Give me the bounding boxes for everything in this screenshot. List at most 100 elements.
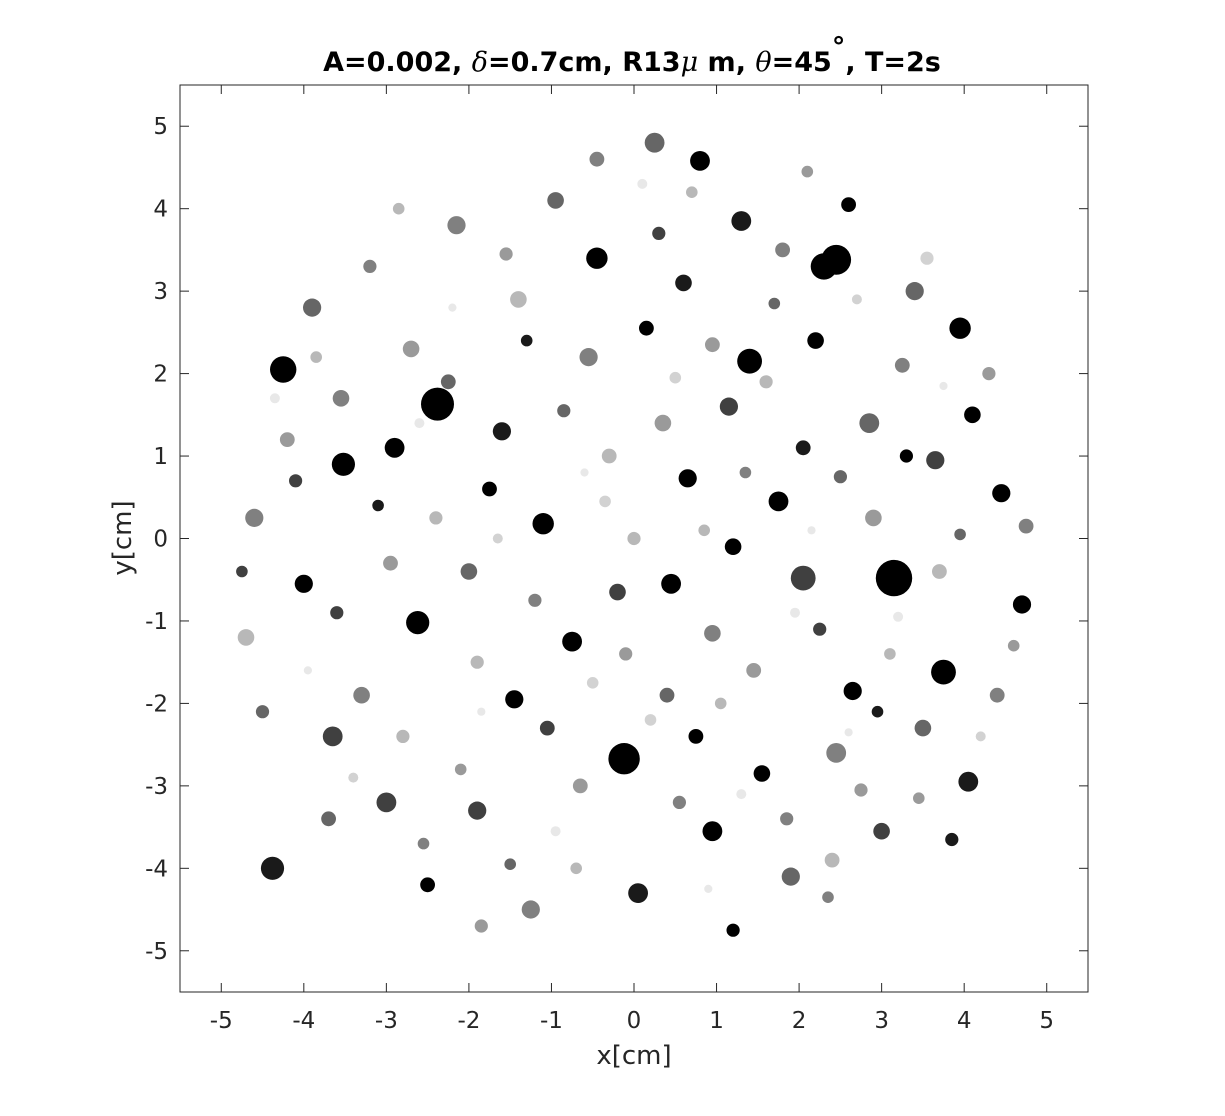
scatter-point xyxy=(245,508,264,527)
scatter-point xyxy=(859,413,880,433)
y-tick-label: -1 xyxy=(145,609,168,635)
scatter-point xyxy=(601,448,617,464)
scatter-point xyxy=(396,729,410,744)
x-tick-label: 1 xyxy=(709,1008,724,1034)
scatter-point xyxy=(474,919,488,933)
scatter-point xyxy=(854,783,868,797)
scatter-point xyxy=(348,772,359,783)
scatter-point xyxy=(608,743,640,775)
scatter-point xyxy=(675,274,692,292)
y-tick-label: 0 xyxy=(153,527,168,553)
scatter-point xyxy=(383,555,398,571)
scatter-point xyxy=(447,216,466,235)
scatter-point xyxy=(303,666,312,675)
scatter-point xyxy=(440,374,456,390)
scatter-point xyxy=(704,625,721,642)
scatter-point xyxy=(768,491,789,512)
scatter-point xyxy=(562,631,582,652)
scatter-point xyxy=(236,565,248,578)
scatter-point xyxy=(454,763,467,776)
scatter-point xyxy=(504,858,516,870)
scatter-point xyxy=(932,564,947,579)
x-tick-label: 5 xyxy=(1039,1008,1054,1034)
scatter-point xyxy=(686,186,698,198)
scatter-point xyxy=(550,826,561,837)
scatter-point xyxy=(702,821,723,842)
scatter-point xyxy=(894,357,910,373)
scatter-point xyxy=(521,900,540,919)
scatter-point xyxy=(429,511,443,525)
y-axis-label: y[cm] xyxy=(108,500,138,575)
scatter-point xyxy=(414,418,425,429)
scatter-point xyxy=(586,677,599,689)
scatter-point xyxy=(913,792,925,804)
scatter-point xyxy=(690,151,710,171)
scatter-point xyxy=(421,387,454,421)
scatter-point xyxy=(510,291,527,308)
scatter-point xyxy=(330,606,344,620)
scatter-point xyxy=(570,862,582,875)
scatter-point xyxy=(477,707,486,716)
scatter-point xyxy=(406,611,430,635)
scatter-point xyxy=(914,719,932,737)
scatter-point xyxy=(975,731,986,742)
scatter-point xyxy=(1018,518,1034,534)
scatter-point xyxy=(639,320,654,336)
y-tick-label: -2 xyxy=(145,691,168,717)
scatter-point xyxy=(586,247,608,269)
scatter-point xyxy=(644,132,665,153)
scatter-point xyxy=(795,440,811,456)
x-tick-label: 3 xyxy=(874,1008,889,1034)
scatter-point xyxy=(627,531,641,546)
scatter-point xyxy=(279,432,295,447)
scatter-point xyxy=(269,393,280,404)
scatter-point xyxy=(1012,595,1032,614)
scatter-point xyxy=(672,795,687,810)
scatter-point xyxy=(759,375,773,389)
scatter-point xyxy=(661,573,681,594)
scatter-point xyxy=(331,452,355,476)
scatter-point xyxy=(547,192,564,209)
scatter-point xyxy=(644,714,657,726)
scatter-point xyxy=(790,607,800,618)
scatter-point xyxy=(492,422,511,441)
scatter-point xyxy=(736,789,747,800)
title-part-2: =0.7cm, R13 xyxy=(488,47,681,78)
title-part-3: m, xyxy=(698,47,755,78)
scatter-point xyxy=(528,593,542,607)
scatter-point xyxy=(363,259,377,273)
scatter-point xyxy=(619,647,633,661)
scatter-point xyxy=(949,317,971,339)
scatter-point xyxy=(237,629,255,646)
scatter-point xyxy=(875,559,913,597)
scatter-point xyxy=(652,226,666,240)
x-tick-label: -4 xyxy=(292,1008,315,1034)
scatter-point xyxy=(926,451,945,470)
scatter-point xyxy=(392,202,405,215)
title-mu-symbol: μ xyxy=(681,47,699,78)
scatter-point xyxy=(746,663,762,678)
scatter-point xyxy=(499,247,513,261)
scatter-point xyxy=(719,397,739,416)
x-tick-label: 4 xyxy=(957,1008,972,1034)
title-delta-symbol: δ xyxy=(472,47,488,78)
scatter-point xyxy=(448,303,457,312)
scatter-point xyxy=(704,884,713,894)
scatter-point xyxy=(810,253,838,280)
scatter-point xyxy=(255,705,270,719)
scatter-point xyxy=(669,371,682,384)
scatter-point xyxy=(580,468,589,477)
y-tick-label: 5 xyxy=(153,114,168,140)
scatter-point xyxy=(384,437,405,458)
scatter-point xyxy=(460,563,478,580)
scatter-point xyxy=(310,351,323,363)
x-tick-label: -5 xyxy=(210,1008,233,1034)
scatter-point xyxy=(637,178,648,189)
scatter-point xyxy=(807,526,816,535)
scatter-point xyxy=(841,197,856,213)
scatter-point xyxy=(920,251,934,265)
y-tick-label: 1 xyxy=(153,444,168,470)
chart-title: A=0.002, δ=0.7cm, R13μ m, θ=45°, T=2s xyxy=(323,32,941,79)
scatter-point xyxy=(931,659,956,685)
